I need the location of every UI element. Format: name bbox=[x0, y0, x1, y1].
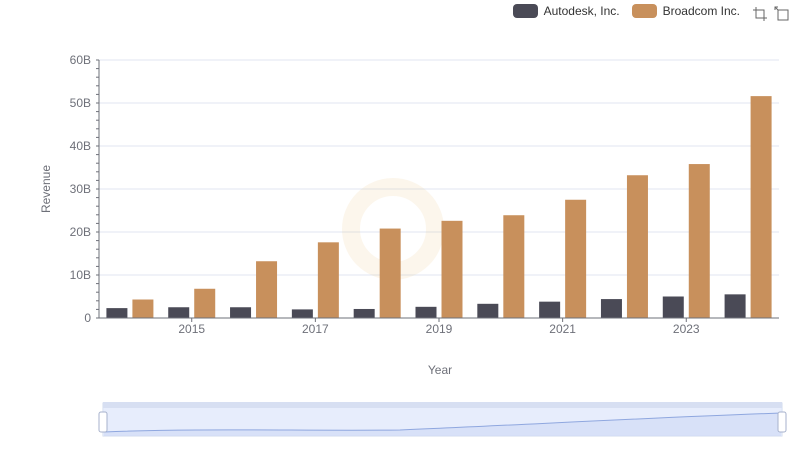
axes: 0 10B 20B 30B 40B 50B 60B 2015 2017 2019 2021 2023 bbox=[70, 53, 779, 336]
bar-autodesk-2023[interactable] bbox=[662, 296, 684, 319]
data-zoom-slider[interactable] bbox=[98, 402, 787, 437]
bar-broadcom-2018[interactable] bbox=[379, 228, 401, 318]
grid bbox=[99, 59, 779, 319]
legend: Autodesk, Inc. Broadcom Inc. bbox=[512, 4, 740, 18]
bar-autodesk-2022[interactable] bbox=[600, 299, 622, 318]
x-tick-label: 2015 bbox=[178, 322, 205, 336]
legend-label-broadcom: Broadcom Inc. bbox=[662, 4, 740, 18]
bar-autodesk-2016[interactable] bbox=[230, 307, 252, 318]
toolbox bbox=[752, 6, 790, 22]
bar-broadcom-2023[interactable] bbox=[688, 164, 710, 318]
bar-autodesk-2018[interactable] bbox=[353, 308, 375, 318]
bar-autodesk-2015[interactable] bbox=[168, 307, 190, 318]
bar-broadcom-2020[interactable] bbox=[503, 215, 525, 318]
legend-swatch-autodesk bbox=[512, 4, 538, 18]
x-axis-label: Year bbox=[428, 363, 452, 377]
y-tick-label: 30B bbox=[70, 182, 91, 196]
data-zoom-handle-left[interactable] bbox=[98, 411, 108, 433]
zoom-icon[interactable] bbox=[752, 6, 768, 22]
y-tick-label: 60B bbox=[70, 53, 91, 67]
legend-label-autodesk: Autodesk, Inc. bbox=[543, 4, 620, 18]
bar-autodesk-2019[interactable] bbox=[415, 306, 437, 318]
bar-broadcom-2024[interactable] bbox=[750, 96, 772, 319]
restore-icon[interactable] bbox=[774, 6, 790, 22]
x-tick-label: 2019 bbox=[426, 322, 453, 336]
bar-autodesk-2020[interactable] bbox=[477, 303, 499, 318]
bars bbox=[106, 96, 772, 319]
bar-broadcom-2016[interactable] bbox=[256, 261, 278, 318]
data-zoom-handle-right[interactable] bbox=[777, 411, 787, 433]
y-axis-label: Revenue bbox=[39, 165, 53, 213]
bar-broadcom-2021[interactable] bbox=[565, 199, 587, 318]
x-tick-label: 2023 bbox=[673, 322, 700, 336]
y-tick-label: 20B bbox=[70, 225, 91, 239]
y-tick-label: 50B bbox=[70, 96, 91, 110]
legend-swatch-broadcom bbox=[631, 4, 657, 18]
bar-autodesk-2021[interactable] bbox=[539, 301, 561, 318]
x-tick-label: 2017 bbox=[302, 322, 329, 336]
bar-broadcom-2014[interactable] bbox=[132, 299, 154, 318]
bar-broadcom-2022[interactable] bbox=[626, 175, 648, 318]
y-tick-label: 0 bbox=[84, 311, 91, 325]
bar-autodesk-2017[interactable] bbox=[291, 309, 313, 318]
bar-broadcom-2017[interactable] bbox=[317, 242, 339, 318]
y-tick-label: 10B bbox=[70, 268, 91, 282]
legend-item-broadcom[interactable]: Broadcom Inc. bbox=[631, 4, 740, 18]
bar-autodesk-2014[interactable] bbox=[106, 308, 128, 318]
bar-autodesk-2024[interactable] bbox=[724, 294, 746, 318]
bar-broadcom-2015[interactable] bbox=[194, 288, 216, 318]
bar-broadcom-2019[interactable] bbox=[441, 220, 463, 318]
y-tick-label: 40B bbox=[70, 139, 91, 153]
x-tick-label: 2021 bbox=[549, 322, 576, 336]
legend-item-autodesk[interactable]: Autodesk, Inc. bbox=[512, 4, 620, 18]
